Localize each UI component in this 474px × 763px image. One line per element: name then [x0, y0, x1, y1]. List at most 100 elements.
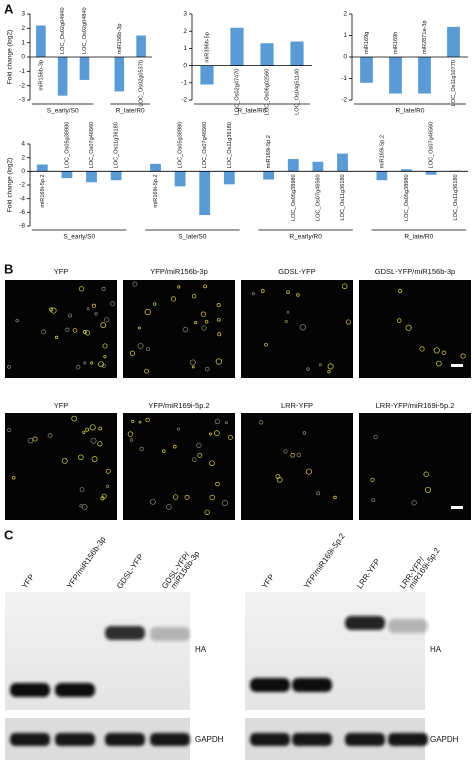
cell [90, 361, 94, 365]
image-label: GDSL-YFP/miR156b-3p [375, 267, 455, 276]
cell [435, 360, 442, 367]
bar [199, 171, 211, 216]
cell [84, 330, 91, 336]
category-label: miR169i-5p.2 [379, 135, 385, 168]
bar [287, 159, 299, 172]
category-label: miR169i-5p.2 [266, 135, 272, 168]
cell [290, 452, 296, 458]
scale-bar [451, 364, 463, 367]
category-label: LOC_Os05g38980 [178, 122, 184, 169]
cell [170, 296, 176, 302]
cell [131, 419, 135, 423]
y-tick-label: -3 [19, 97, 25, 104]
cell [396, 318, 402, 323]
cell [258, 420, 264, 425]
cell [189, 359, 196, 366]
y-tick-label: 1 [343, 32, 347, 39]
cell [91, 303, 96, 308]
cell [182, 326, 189, 333]
cell [145, 417, 150, 423]
y-tick-label: 4 [21, 141, 25, 148]
cell [286, 290, 290, 294]
micrograph [5, 280, 117, 378]
band [388, 619, 428, 633]
cell [81, 503, 88, 510]
cell [296, 293, 300, 297]
cell [100, 322, 107, 329]
cell [98, 361, 104, 368]
cell [209, 494, 215, 501]
bar [260, 43, 274, 66]
y-tick-label: 2 [21, 154, 25, 161]
cell [217, 332, 222, 337]
cell [370, 477, 375, 482]
cell [305, 468, 312, 475]
band [150, 627, 190, 641]
category-label: miR169i-5p.2 [153, 174, 159, 207]
category-label: LOC_Os04g51140 [294, 69, 300, 115]
cell [318, 363, 322, 367]
image-label: YFP [54, 401, 69, 410]
image-label: YFP/miR156b-3p [150, 267, 208, 276]
cell [209, 432, 212, 436]
category-label: miR169g [364, 32, 370, 54]
cell [82, 430, 86, 434]
y-tick-label: 1 [21, 39, 25, 46]
bar [447, 26, 460, 57]
cell [194, 321, 198, 325]
micrograph [359, 280, 471, 378]
cell [327, 370, 331, 374]
y-axis-label: Fold change (log2) [7, 158, 14, 212]
bar [136, 35, 146, 57]
bar [290, 41, 304, 66]
cell [105, 468, 111, 474]
cell [260, 289, 265, 293]
cell [296, 452, 302, 458]
y-tick-label: -2 [19, 182, 25, 189]
cell [110, 301, 116, 307]
cell [205, 366, 210, 372]
cell [177, 285, 181, 289]
cell [132, 281, 138, 287]
cell [424, 486, 431, 493]
micrograph [123, 413, 235, 520]
category-label: LOC_Os02g47470 [234, 69, 240, 116]
cell [72, 328, 78, 333]
cell [423, 471, 429, 477]
band [292, 678, 332, 692]
cell [49, 307, 54, 312]
group-label: R_early/R0 [289, 234, 322, 241]
cell [184, 494, 190, 500]
y-tick-label: 0 [343, 54, 347, 61]
cell [32, 436, 38, 442]
cell [166, 504, 172, 510]
cell [306, 367, 310, 371]
y-tick-label: -1 [341, 75, 347, 82]
cell [78, 454, 84, 461]
bar [230, 27, 244, 66]
image-label: YFP/miR169i-5p.2 [148, 401, 209, 410]
category-label: LOC_Os11g36180 [227, 122, 233, 168]
cell [68, 313, 72, 318]
bar [263, 171, 275, 180]
group-label: S_late/S0 [178, 234, 207, 241]
bar [223, 171, 235, 185]
cell [276, 476, 283, 483]
y-tick-label: 0 [21, 168, 25, 175]
cell [137, 326, 141, 330]
category-label: LOC_Os05g38980 [404, 174, 410, 221]
bar [360, 57, 373, 83]
y-tick-label: 0 [183, 62, 187, 69]
cell [102, 343, 108, 349]
micrograph [5, 413, 117, 520]
cell [65, 327, 70, 332]
cell [127, 431, 134, 437]
band [345, 733, 385, 746]
category-label: LOC_Os06g02560 [264, 69, 270, 116]
bar [174, 171, 186, 187]
category-label: LOC_Os05g38980 [64, 122, 70, 169]
micrograph [241, 413, 353, 520]
category-label: miR156b-3p [38, 60, 44, 90]
cell [224, 421, 228, 425]
